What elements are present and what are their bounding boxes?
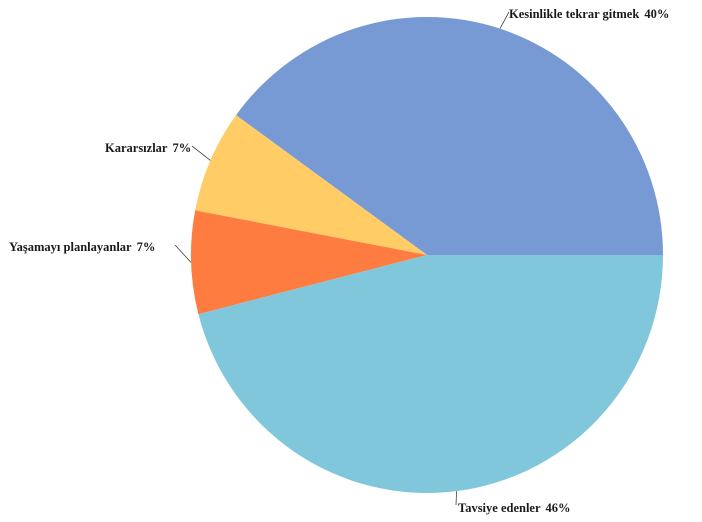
pie-slice-2 <box>195 115 427 255</box>
pie-slice-1 <box>236 16 663 255</box>
pie-slice-4 <box>198 255 663 494</box>
leader-line-1 <box>499 11 510 29</box>
slice-label-yasamayi-planlayanlar: Yaşamayı planlayanlar 7% <box>9 240 155 254</box>
leader-line-3 <box>174 244 192 263</box>
pie-slices <box>190 16 663 494</box>
slice-label-tavsiye-edenler: Tavsiye edenler 46% <box>458 501 571 515</box>
pie-slice-3 <box>190 210 427 315</box>
leader-line-4 <box>455 491 457 506</box>
leader-line-2 <box>191 145 211 161</box>
leader-lines <box>174 11 510 506</box>
slice-label-kesinlikle-tekrar-gitmek: Kesinlikle tekrar gitmek 40% <box>509 7 669 21</box>
slice-label-kararsizlar: Kararsızlar 7% <box>105 141 191 155</box>
